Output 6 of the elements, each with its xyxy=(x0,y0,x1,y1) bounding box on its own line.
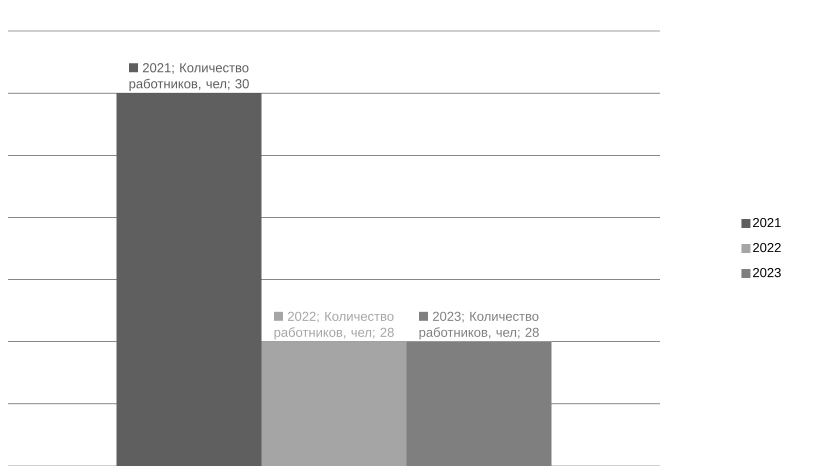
legend-label: 2022 xyxy=(753,242,781,252)
legend-label: 2023 xyxy=(753,268,781,278)
legend-label: 2021 xyxy=(753,218,781,228)
data-label: 2022; Количество работников, чел; 28 xyxy=(274,312,394,340)
data-label: 2021; Количество работников, чел; 30 xyxy=(129,63,249,91)
data-label: 2023; Количество работников, чел; 28 xyxy=(419,312,539,340)
